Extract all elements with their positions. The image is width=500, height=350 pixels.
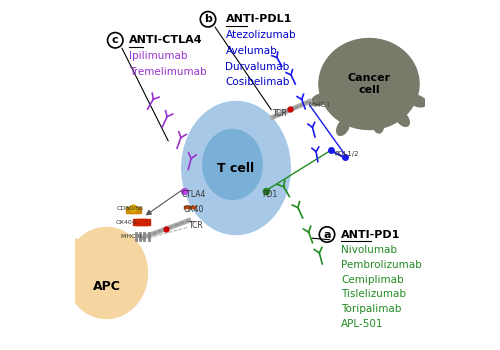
- Ellipse shape: [86, 232, 96, 246]
- Text: PD1: PD1: [262, 190, 278, 199]
- Text: Tremelimumab: Tremelimumab: [129, 67, 207, 77]
- Ellipse shape: [182, 102, 290, 235]
- Text: Toripalimab: Toripalimab: [341, 304, 402, 314]
- Text: Pembrolizumab: Pembrolizumab: [341, 260, 422, 270]
- Ellipse shape: [396, 111, 409, 126]
- Ellipse shape: [203, 130, 262, 200]
- Text: Cemiplimab: Cemiplimab: [341, 275, 404, 285]
- Text: ANTI-CTLA4: ANTI-CTLA4: [129, 35, 203, 45]
- Text: a: a: [323, 230, 331, 239]
- Text: Ipilimumab: Ipilimumab: [129, 51, 188, 61]
- Text: TCR: TCR: [273, 109, 287, 118]
- Ellipse shape: [61, 250, 74, 260]
- Ellipse shape: [372, 116, 384, 133]
- Text: OX40: OX40: [184, 205, 204, 215]
- Ellipse shape: [336, 119, 349, 135]
- Text: CD80/86: CD80/86: [117, 206, 144, 211]
- Ellipse shape: [72, 239, 83, 251]
- Ellipse shape: [124, 235, 134, 248]
- Text: ANTI-PDL1: ANTI-PDL1: [226, 14, 292, 24]
- Text: Nivolumab: Nivolumab: [341, 245, 397, 255]
- Ellipse shape: [66, 228, 148, 318]
- Text: ANTI-PD1: ANTI-PD1: [341, 230, 400, 239]
- Text: APL-501: APL-501: [341, 319, 384, 329]
- Ellipse shape: [102, 230, 111, 244]
- Text: MHC I: MHC I: [309, 102, 329, 108]
- Text: PDL1/2: PDL1/2: [334, 151, 358, 157]
- Ellipse shape: [410, 95, 426, 107]
- Text: CTLA4: CTLA4: [182, 190, 206, 199]
- Text: Durvalumab: Durvalumab: [226, 62, 290, 71]
- Text: b: b: [204, 14, 212, 24]
- Text: c: c: [112, 35, 118, 45]
- Text: Tislelizumab: Tislelizumab: [341, 289, 406, 299]
- Text: OX40-L: OX40-L: [116, 220, 138, 225]
- Text: Cosibelimab: Cosibelimab: [226, 77, 290, 87]
- Text: APC: APC: [92, 280, 120, 294]
- Text: Cancer
cell: Cancer cell: [348, 73, 391, 95]
- Text: TCR: TCR: [189, 221, 204, 230]
- Text: MHC II: MHC II: [120, 234, 141, 239]
- Text: Avelumab: Avelumab: [226, 46, 277, 56]
- Text: Atezolizumab: Atezolizumab: [226, 30, 296, 40]
- Text: T cell: T cell: [218, 161, 254, 175]
- Ellipse shape: [319, 38, 419, 130]
- Ellipse shape: [312, 94, 328, 105]
